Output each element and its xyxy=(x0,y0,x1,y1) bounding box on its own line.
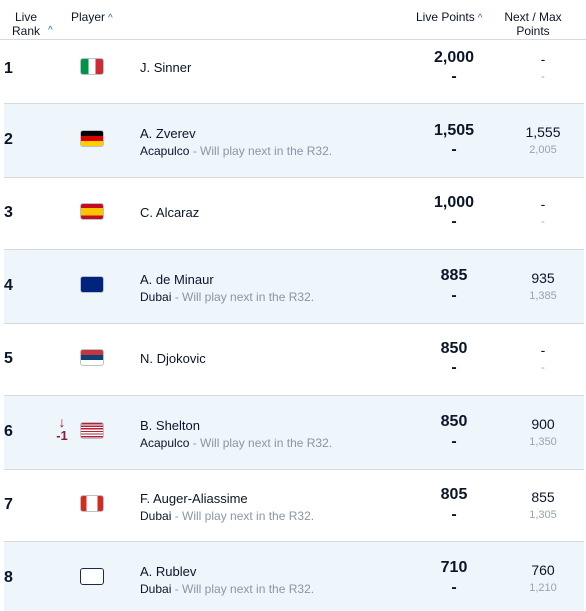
match-note: - Will play next in the R32. xyxy=(189,436,333,450)
live-points-change: - xyxy=(451,506,457,523)
match-note: - Will play next in the R32. xyxy=(171,582,315,596)
table-row[interactable]: 4 A. de Minaur Dubai - Will play next in… xyxy=(4,250,584,324)
live-points: 885 xyxy=(440,267,468,284)
max-points: 1,210 xyxy=(529,582,557,594)
max-points: 1,350 xyxy=(529,436,557,448)
live-points-change: - xyxy=(451,433,457,450)
tournament-name[interactable]: Dubai xyxy=(140,582,172,596)
live-points: 2,000 xyxy=(433,49,475,66)
tournament-name[interactable]: Dubai xyxy=(140,290,172,304)
rank-value: 2 xyxy=(4,131,13,148)
header-player-label: Player xyxy=(71,10,106,24)
arrow-down-icon: ↓ xyxy=(58,414,66,430)
live-points: 1,505 xyxy=(433,122,475,139)
live-points-change: - xyxy=(451,359,457,376)
flag-germany-icon xyxy=(80,130,104,147)
match-info: Dubai - Will play next in the R32. xyxy=(140,582,314,596)
tournament-name[interactable]: Acapulco xyxy=(140,436,190,450)
flag-none-icon xyxy=(80,568,104,585)
table-row[interactable]: 7 F. Auger-Aliassime Dubai - Will play n… xyxy=(4,470,584,542)
player-name[interactable]: A. Zverev xyxy=(140,126,196,141)
live-points-change: - xyxy=(451,579,457,596)
player-name[interactable]: N. Djokovic xyxy=(140,351,206,366)
sort-caret-icon[interactable]: ^ xyxy=(108,13,113,24)
rank-value: 6 xyxy=(4,423,13,440)
player-name[interactable]: J. Sinner xyxy=(140,60,192,75)
next-points: 900 xyxy=(531,416,555,432)
live-points-change: - xyxy=(451,68,457,85)
live-points-change: - xyxy=(451,287,457,304)
table-header: Live Rank ^ Player ^ Live Points ^ Next / … xyxy=(0,0,586,40)
next-points: - xyxy=(540,196,546,212)
live-points-change: - xyxy=(451,213,457,230)
rank-value: 8 xyxy=(4,569,13,586)
rank-movement: ↓ -1 xyxy=(52,415,72,443)
flag-spain-icon xyxy=(80,203,104,220)
next-points: 935 xyxy=(531,270,555,286)
match-note: - Will play next in the R32. xyxy=(171,290,315,304)
live-points-change: - xyxy=(451,141,457,158)
live-points: 850 xyxy=(440,340,468,357)
header-next-line1: Next / Max xyxy=(504,10,562,24)
header-next-max-points[interactable]: Next / Max Points xyxy=(496,10,570,38)
rank-value: 7 xyxy=(4,496,13,513)
match-note: - Will play next in the R32. xyxy=(189,144,333,158)
max-points: 1,305 xyxy=(529,509,557,521)
flag-italy-icon xyxy=(80,58,104,75)
tournament-name[interactable]: Acapulco xyxy=(140,144,190,158)
flag-canada-icon xyxy=(80,495,104,512)
header-live-rank[interactable]: Live Rank ^ xyxy=(8,10,53,38)
max-points: 2,005 xyxy=(529,144,557,156)
rank-value: 3 xyxy=(4,204,13,221)
rank-value: 5 xyxy=(4,350,13,367)
header-live-points[interactable]: Live Points ^ xyxy=(416,10,482,26)
live-points: 710 xyxy=(440,559,468,576)
header-live-rank-line1: Live xyxy=(14,10,37,24)
table-row[interactable]: 3 C. Alcaraz 1,000 - - - xyxy=(4,178,584,250)
sort-caret-icon[interactable]: ^ xyxy=(477,13,483,24)
sort-caret-icon[interactable]: ^ xyxy=(48,25,53,36)
header-player[interactable]: Player ^ xyxy=(71,10,113,26)
player-name[interactable]: B. Shelton xyxy=(140,418,200,433)
flag-australia-icon xyxy=(80,276,104,293)
table-row[interactable]: 2 A. Zverev Acapulco - Will play next in… xyxy=(4,104,584,178)
next-points: 1,555 xyxy=(525,124,561,140)
match-info: Dubai - Will play next in the R32. xyxy=(140,509,314,523)
flag-serbia-icon xyxy=(80,349,104,366)
header-live-points-label: Live Points xyxy=(416,10,475,24)
rank-value: 1 xyxy=(4,60,13,77)
table-row[interactable]: 6 ↓ -1 B. Shelton Acapulco - Will play n… xyxy=(4,396,584,470)
live-points: 850 xyxy=(440,413,468,430)
max-points: - xyxy=(541,71,545,83)
player-name[interactable]: C. Alcaraz xyxy=(140,205,200,220)
live-points: 805 xyxy=(440,486,468,503)
table-row[interactable]: 5 N. Djokovic 850 - - - xyxy=(4,324,584,396)
next-points: - xyxy=(540,342,546,358)
player-name[interactable]: A. Rublev xyxy=(140,564,197,579)
next-points: 855 xyxy=(531,489,555,505)
next-points: - xyxy=(540,51,546,67)
max-points: 1,385 xyxy=(529,290,557,302)
tournament-name[interactable]: Dubai xyxy=(140,509,172,523)
live-points: 1,000 xyxy=(433,194,475,211)
max-points: - xyxy=(541,362,545,374)
match-note: - Will play next in the R32. xyxy=(171,509,315,523)
header-next-line2: Points xyxy=(516,24,550,38)
rank-value: 4 xyxy=(4,277,13,294)
header-live-rank-line2: Rank xyxy=(11,24,40,38)
flag-usa-icon xyxy=(80,422,104,439)
rank-change: -1 xyxy=(56,428,68,443)
player-name[interactable]: F. Auger-Aliassime xyxy=(140,491,248,506)
player-name[interactable]: A. de Minaur xyxy=(140,272,214,287)
table-row[interactable]: 8 A. Rublev Dubai - Will play next in th… xyxy=(4,542,584,611)
match-info: Acapulco - Will play next in the R32. xyxy=(140,436,332,450)
next-points: 760 xyxy=(531,562,555,578)
match-info: Acapulco - Will play next in the R32. xyxy=(140,144,332,158)
match-info: Dubai - Will play next in the R32. xyxy=(140,290,314,304)
table-row[interactable]: 1 J. Sinner 2,000 - - - xyxy=(4,40,584,104)
max-points: - xyxy=(541,216,545,228)
